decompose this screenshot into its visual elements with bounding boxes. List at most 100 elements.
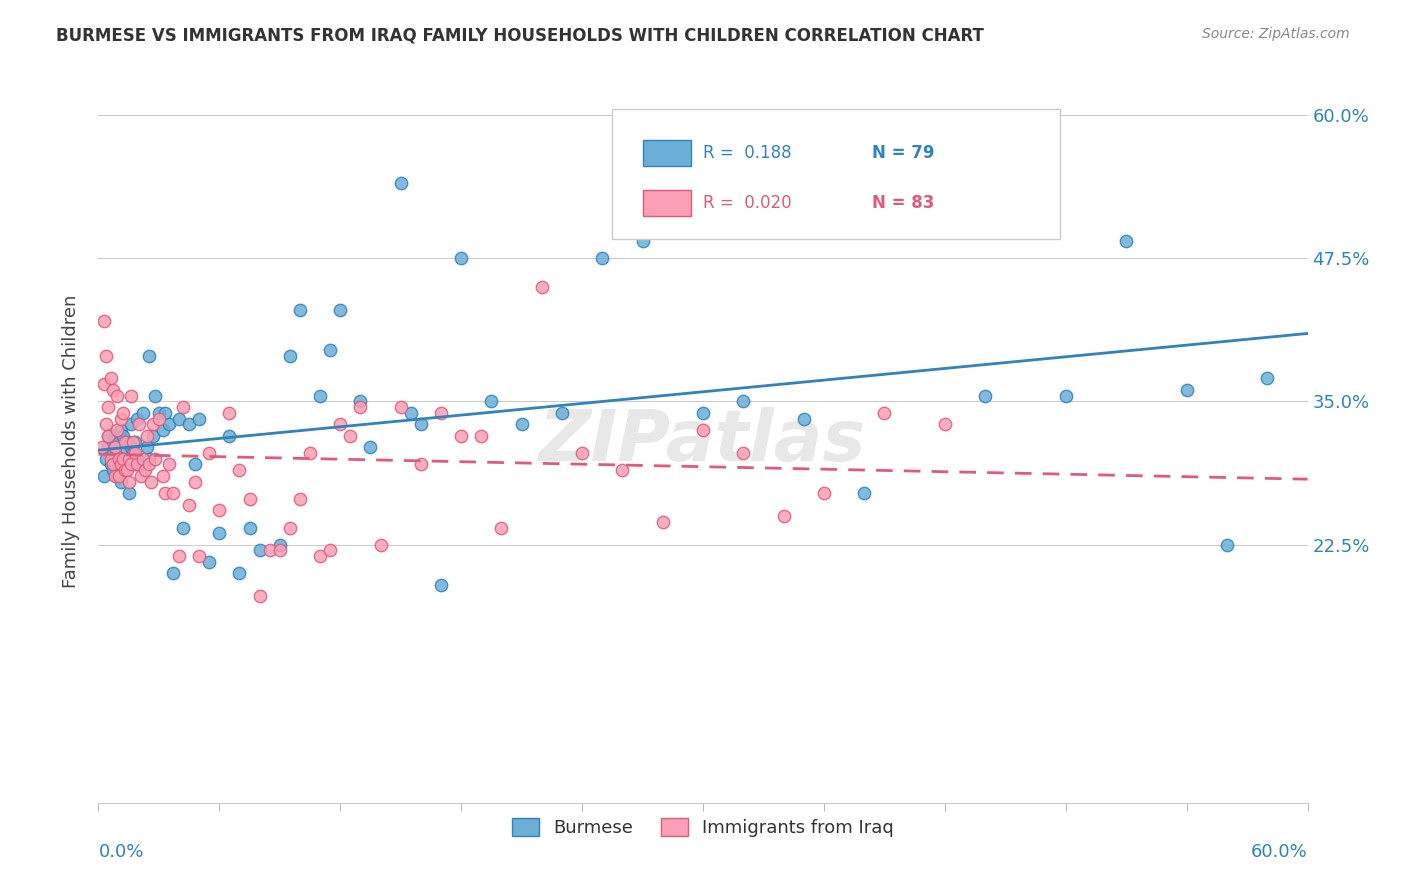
Point (319, 543, 342, 558)
Point (319, 343, 342, 357)
Text: 60.0%: 60.0% (1251, 843, 1308, 861)
Point (152, 423, 174, 437)
Point (239, 520, 262, 534)
Point (269, 538, 291, 552)
Point (91, 440, 114, 454)
Point (172, 520, 194, 534)
Point (167, 411, 190, 425)
Legend: Burmese, Immigrants from Iraq: Burmese, Immigrants from Iraq (505, 811, 901, 845)
Point (349, 394, 371, 409)
Text: 0.0%: 0.0% (98, 843, 143, 861)
Point (114, 451, 136, 466)
Text: R =  0.188: R = 0.188 (703, 144, 792, 161)
Point (110, 458, 132, 472)
Point (491, 520, 513, 534)
Point (1216, 538, 1239, 552)
Point (934, 417, 956, 432)
Point (162, 486, 184, 500)
Point (309, 549, 332, 564)
Point (249, 590, 271, 604)
Point (172, 400, 194, 414)
FancyBboxPatch shape (643, 190, 690, 216)
Point (853, 486, 876, 500)
Point (389, 177, 412, 191)
Point (278, 520, 301, 534)
Point (110, 475, 132, 489)
Point (103, 429, 125, 443)
Point (128, 417, 150, 432)
Point (470, 429, 492, 443)
Point (101, 446, 124, 460)
Point (692, 406, 714, 420)
Point (114, 463, 136, 477)
Point (1175, 383, 1198, 397)
Point (101, 383, 124, 397)
Point (120, 458, 142, 472)
Point (873, 406, 896, 420)
Point (692, 423, 714, 437)
Point (631, 234, 654, 248)
Point (120, 417, 142, 432)
Point (134, 463, 156, 477)
Point (450, 429, 472, 443)
Point (349, 400, 371, 414)
Point (142, 417, 165, 432)
Point (118, 458, 141, 472)
Point (612, 463, 634, 477)
Point (125, 458, 148, 472)
FancyBboxPatch shape (643, 139, 690, 166)
Point (132, 451, 155, 466)
Point (107, 434, 129, 449)
Point (249, 543, 271, 558)
Point (148, 411, 170, 425)
Point (110, 423, 132, 437)
Point (530, 279, 553, 293)
Text: Source: ZipAtlas.com: Source: ZipAtlas.com (1202, 27, 1350, 41)
Point (974, 389, 997, 403)
Point (370, 538, 392, 552)
Point (153, 406, 176, 420)
Point (103, 440, 125, 454)
Point (157, 458, 180, 472)
Point (481, 394, 503, 409)
Point (138, 349, 160, 363)
Point (430, 406, 453, 420)
Point (893, 119, 915, 133)
Point (101, 458, 124, 472)
Point (167, 549, 190, 564)
Point (198, 555, 221, 569)
Point (143, 451, 166, 466)
Point (135, 440, 157, 454)
Point (430, 578, 453, 592)
Point (409, 417, 432, 432)
Point (329, 417, 352, 432)
Point (105, 389, 128, 403)
Point (218, 406, 240, 420)
Text: R =  0.020: R = 0.020 (703, 194, 792, 212)
Point (97, 400, 120, 414)
Point (118, 475, 141, 489)
Point (1054, 389, 1077, 403)
Point (399, 406, 422, 420)
Point (208, 526, 231, 541)
Point (793, 411, 815, 425)
Point (142, 429, 165, 443)
Point (198, 446, 221, 460)
Point (1256, 371, 1278, 385)
Point (96, 451, 118, 466)
Point (132, 406, 155, 420)
Point (120, 440, 142, 454)
Point (162, 566, 184, 581)
Point (100, 371, 122, 385)
Point (138, 458, 160, 472)
FancyBboxPatch shape (613, 109, 1060, 239)
Text: N = 79: N = 79 (872, 144, 935, 161)
Point (118, 451, 141, 466)
Point (111, 451, 134, 466)
Point (299, 446, 322, 460)
Point (153, 486, 176, 500)
Point (103, 440, 125, 454)
Point (188, 411, 211, 425)
Point (135, 429, 157, 443)
Y-axis label: Family Households with Children: Family Households with Children (62, 295, 80, 588)
